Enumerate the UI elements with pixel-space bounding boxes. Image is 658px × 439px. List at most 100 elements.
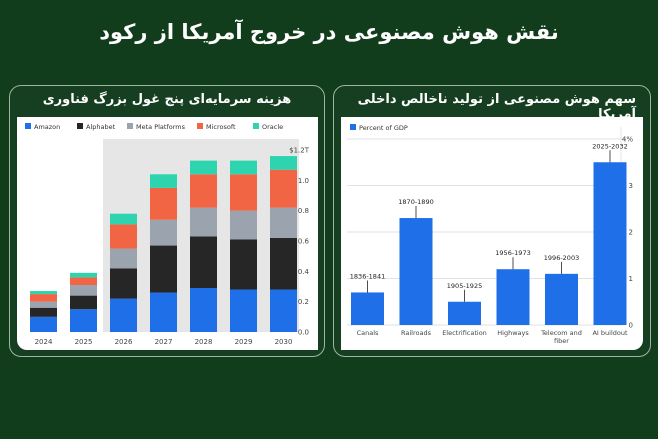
period-label-railroads: 1870-1890: [398, 198, 433, 206]
bar-alphabet-2027: [150, 245, 177, 293]
x-tick-2027: 2027: [155, 338, 173, 346]
legend-label-alphabet: Alphabet: [86, 123, 116, 131]
bar-microsoft-2028: [190, 174, 217, 208]
capex-legend: Amazon Alphabet Meta Platforms Microsoft Ora…: [25, 123, 283, 131]
legend-swatch-microsoft: [197, 123, 203, 129]
y-tick-label: 0.8: [298, 207, 309, 215]
bar-amazon-2029: [230, 289, 257, 332]
bar-meta-platforms-2030: [270, 207, 297, 238]
y-tick-label: 1: [629, 275, 633, 283]
x-tick-2029: 2029: [235, 338, 253, 346]
period-label-electrification: 1905-1925: [447, 282, 482, 290]
bar-alphabet-2030: [270, 237, 297, 290]
capex-x-axis: 2024 2025 2026 2027 2028 2029 2030: [35, 338, 293, 346]
bar-microsoft-2030: [270, 169, 297, 208]
legend-swatch-alphabet: [77, 123, 83, 129]
gdp-legend: Percent of GDP: [350, 124, 408, 132]
bar-meta-platforms-2024: [30, 301, 57, 308]
bar-railroads: [399, 218, 433, 325]
bar-meta-platforms-2025: [70, 284, 97, 296]
bar-meta-platforms-2028: [190, 207, 217, 237]
x-tick-2026: 2026: [115, 338, 133, 346]
y-tick-label: 3: [629, 182, 633, 190]
legend-swatch-amazon: [25, 123, 31, 129]
bar-microsoft-2025: [70, 277, 97, 285]
bar-electrification: [448, 301, 481, 325]
bar-amazon-2027: [150, 292, 177, 332]
bar-alphabet-2024: [30, 307, 57, 317]
bar-oracle-2024: [30, 291, 57, 295]
page-title: نقش هوش مصنوعی در خروج آمریکا از رکود: [99, 20, 559, 44]
y-tick-label: 0: [629, 322, 633, 330]
bar-oracle-2028: [190, 160, 217, 175]
bar-microsoft-2026: [110, 224, 137, 249]
bar-microsoft-2029: [230, 174, 257, 211]
bar-amazon-2028: [190, 288, 217, 332]
legend-swatch-meta-platforms: [127, 123, 133, 129]
bar-telecom-and-fiber: [545, 273, 578, 325]
y-tick-label: 4%: [622, 136, 633, 144]
bar-amazon-2025: [70, 309, 97, 332]
bar-ai-buildout: [593, 162, 627, 325]
capex-bars: [30, 156, 297, 332]
capex-chart-card: Amazon Alphabet Meta Platforms Microsoft Ora…: [17, 117, 318, 350]
bar-meta-platforms-2029: [230, 210, 257, 240]
bar-highways: [496, 269, 530, 325]
bar-alphabet-2028: [190, 236, 217, 289]
x-tick-electrification: Electrification: [442, 329, 487, 337]
gdp-share-bar-chart: Percent of GDP 1836-1841 1870-1890 1905-19…: [347, 124, 633, 345]
legend-label-oracle: Oracle: [262, 123, 283, 131]
y-tick-label: 0.0: [298, 329, 309, 337]
period-label-ai-buildout: 2025-2032: [592, 142, 627, 150]
bar-amazon-2030: [270, 289, 297, 332]
legend-swatch-oracle: [253, 123, 259, 129]
bar-meta-platforms-2027: [150, 219, 177, 246]
y-tick-label: 1.0: [298, 177, 309, 185]
legend-swatch-percent-of-gdp: [350, 124, 356, 130]
gdp-chart-card: Percent of GDP 1836-1841 1870-1890 1905-19…: [341, 117, 643, 350]
bar-amazon-2024: [30, 316, 57, 332]
bar-amazon-2026: [110, 298, 137, 332]
bar-alphabet-2029: [230, 239, 257, 290]
x-tick-2025: 2025: [75, 338, 93, 346]
y-tick-label: 2: [629, 229, 633, 237]
bar-oracle-2030: [270, 156, 297, 170]
period-label-canals: 1836-1841: [350, 272, 385, 280]
x-tick-2028: 2028: [195, 338, 213, 346]
bar-oracle-2025: [70, 272, 97, 278]
y-tick-label: 0.6: [298, 238, 310, 246]
gdp-bars: 1836-1841 1870-1890 1905-1925 1956-1973 1996…: [350, 142, 628, 325]
capex-panel: هزینه سرمایه‌ای پنج غول بزرگ فناوری Amaz…: [9, 85, 325, 357]
gdp-x-axis: Canals Railroads Electrification Highways Te…: [357, 329, 628, 345]
y-tick-label: $1.2T: [289, 147, 310, 155]
y-tick-label: 0.4: [298, 268, 310, 276]
capex-stacked-bar-chart: Amazon Alphabet Meta Platforms Microsoft Ora…: [25, 123, 310, 346]
bar-oracle-2029: [230, 160, 257, 175]
legend-label-amazon: Amazon: [34, 123, 60, 131]
bar-oracle-2026: [110, 213, 137, 225]
bar-meta-platforms-2026: [110, 248, 137, 269]
legend-label-meta-platforms: Meta Platforms: [136, 123, 186, 131]
x-tick-telecom-and-fiber: Telecom and: [540, 329, 582, 337]
x-tick-telecom-and-fiber-2: fiber: [554, 337, 569, 345]
bar-alphabet-2025: [70, 295, 97, 310]
x-tick-ai-buildout: AI buildout: [592, 329, 628, 337]
legend-label-microsoft: Microsoft: [206, 123, 236, 131]
legend-label-percent-of-gdp: Percent of GDP: [359, 124, 408, 132]
bar-microsoft-2027: [150, 187, 177, 220]
x-tick-railroads: Railroads: [401, 329, 432, 337]
x-tick-2030: 2030: [275, 338, 293, 346]
gdp-gridlines: [347, 127, 623, 326]
period-label-highways: 1956-1973: [495, 249, 530, 257]
bar-alphabet-2026: [110, 268, 137, 299]
x-tick-canals: Canals: [357, 329, 379, 337]
period-label-telecom-and-fiber: 1996-2003: [544, 254, 579, 262]
gdp-share-panel: سهم هوش مصنوعی از تولید ناخالص داخلی آمر…: [333, 85, 651, 357]
gdp-y-axis: 0 1 2 3 4%: [622, 136, 633, 330]
bar-canals: [351, 292, 384, 325]
capex-panel-title: هزینه سرمایه‌ای پنج غول بزرگ فناوری: [42, 92, 292, 107]
y-tick-label: 0.2: [298, 298, 309, 306]
bar-oracle-2027: [150, 174, 177, 188]
x-tick-2024: 2024: [35, 338, 53, 346]
bar-microsoft-2024: [30, 294, 57, 302]
